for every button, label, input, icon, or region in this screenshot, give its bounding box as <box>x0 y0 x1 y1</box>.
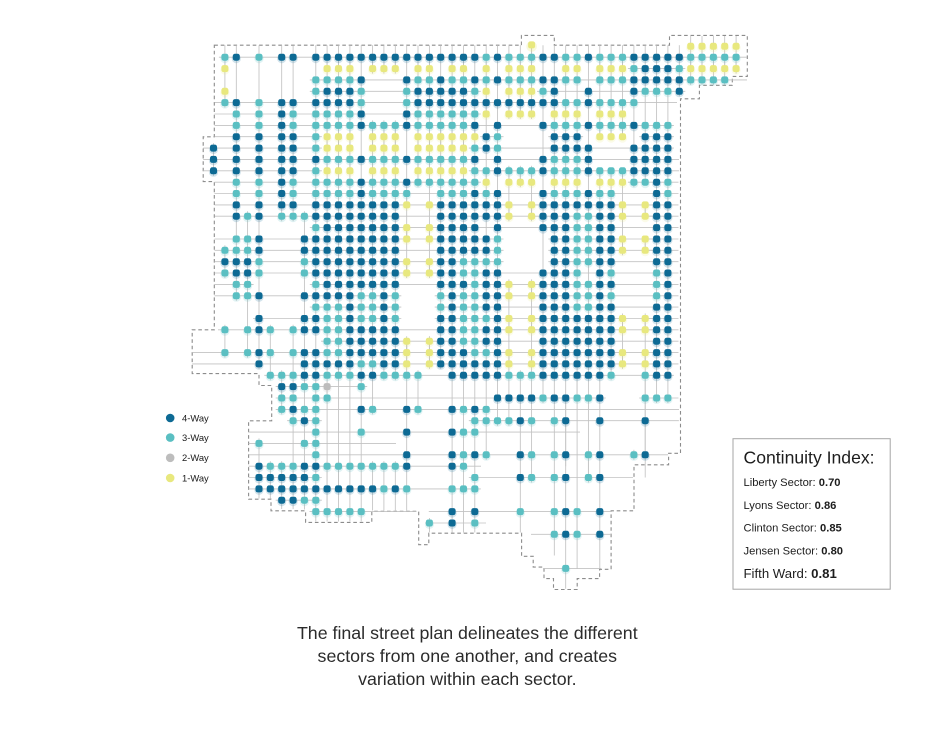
svg-text:Continuity Index:: Continuity Index: <box>744 448 875 468</box>
svg-text:Clinton Sector: 0.85: Clinton Sector: 0.85 <box>744 523 842 535</box>
svg-text:2-Way: 2-Way <box>182 452 209 463</box>
svg-text:Lyons Sector: 0.86: Lyons Sector: 0.86 <box>744 500 837 512</box>
svg-text:sectors from one another, and: sectors from one another, and creates <box>318 646 618 666</box>
svg-text:The final street plan delineat: The final street plan delineates the dif… <box>297 623 638 643</box>
svg-text:3-Way: 3-Way <box>182 432 209 443</box>
svg-text:variation within each sector.: variation within each sector. <box>358 669 576 689</box>
svg-text:1-Way: 1-Way <box>182 472 209 483</box>
svg-text:Jensen Sector: 0.80: Jensen Sector: 0.80 <box>744 545 844 557</box>
svg-text:4-Way: 4-Way <box>182 412 209 423</box>
svg-text:Fifth Ward: 0.81: Fifth Ward: 0.81 <box>744 566 837 581</box>
svg-text:Liberty Sector: 0.70: Liberty Sector: 0.70 <box>744 477 841 489</box>
